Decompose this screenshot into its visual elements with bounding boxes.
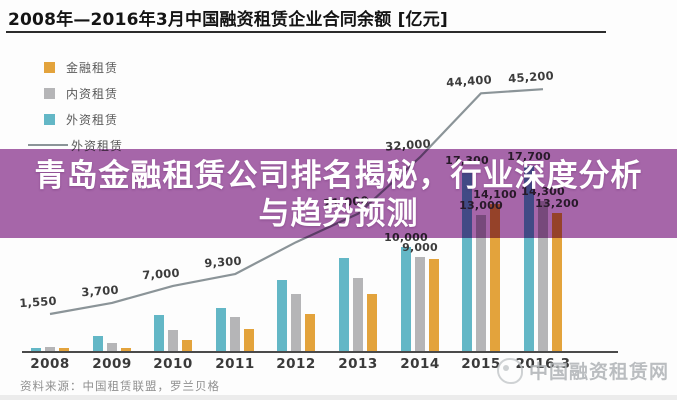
legend-label: 外资租赁 <box>66 112 119 127</box>
bar-外资租赁-2008 <box>31 347 41 352</box>
line-value-label: 3,700 <box>80 282 120 300</box>
bar-外资租赁-2011 <box>216 307 226 352</box>
x-axis-label-2013: 2013 <box>338 356 378 372</box>
bar-value-label: 9,000 <box>402 241 438 255</box>
legend-square-swatch <box>44 87 55 99</box>
line-value-label: 44,400 <box>445 72 493 90</box>
page-bottom-strip <box>0 395 677 400</box>
bar-金融租赁-2012 <box>305 314 315 352</box>
bar-内资租赁-2012 <box>291 294 301 352</box>
chart-legend: 金融租赁 内资租赁 外资租赁 外资租赁 <box>28 54 123 158</box>
headline-line1: 青岛金融租赁公司排名揭秘，行业深度分析 <box>34 158 643 194</box>
bar-内资租赁-2010 <box>168 329 178 352</box>
line-value-label: 45,200 <box>507 68 555 86</box>
bar-外资租赁-2009 <box>93 336 103 352</box>
x-axis-label-2014: 2014 <box>400 356 440 372</box>
watermark-label: 中国融资租赁网 <box>528 361 669 383</box>
bar-金融租赁-2016.3 <box>552 213 562 352</box>
bar-外资租赁-2014 <box>401 246 411 352</box>
headline-line2: 与趋势预测 <box>258 196 419 232</box>
line-value-label: 9,300 <box>203 253 243 271</box>
bar-外资租赁-2012 <box>277 280 287 352</box>
bar-内资租赁-2013 <box>353 278 363 352</box>
source-note: 资料来源：中国租赁联盟，罗兰贝格 <box>20 379 220 393</box>
bar-内资租赁-2008 <box>45 346 55 352</box>
bar-内资租赁-2011 <box>230 317 240 352</box>
bar-内资租赁-2014 <box>415 257 425 352</box>
bar-外资租赁-2013 <box>339 258 349 352</box>
bar-金融租赁-2014 <box>429 259 439 352</box>
x-axis-label-2010: 2010 <box>153 356 193 372</box>
bar-金融租赁-2008 <box>59 347 69 352</box>
title-divider <box>6 31 606 33</box>
legend-label: 金融租赁 <box>66 60 119 75</box>
legend-item-2: 外资租赁 <box>28 106 123 132</box>
bar-金融租赁-2009 <box>121 347 131 352</box>
legend-item-1: 内资租赁 <box>28 80 123 106</box>
legend-square-swatch <box>44 113 55 125</box>
headline: 青岛金融租赁公司排名揭秘，行业深度分析 与趋势预测 <box>0 157 677 233</box>
chart-title: 2008年—2016年3月中国融资租赁企业合同余额 [亿元] <box>8 10 448 30</box>
bar-金融租赁-2013 <box>367 294 377 352</box>
x-axis-label-2012: 2012 <box>276 356 316 372</box>
bar-内资租赁-2009 <box>107 342 117 352</box>
x-axis-label-2015: 2015 <box>461 356 501 372</box>
x-axis-label-2011: 2011 <box>215 356 255 372</box>
bar-金融租赁-2011 <box>244 328 254 352</box>
bar-金融租赁-2010 <box>182 340 192 352</box>
bar-外资租赁-2010 <box>154 315 164 352</box>
watermark-logo-icon <box>496 357 523 384</box>
x-axis-label-2016.3: 2016.3 <box>515 356 571 372</box>
legend-label: 内资租赁 <box>66 86 119 101</box>
legend-item-0: 金融租赁 <box>28 54 123 80</box>
x-axis-label-2009: 2009 <box>92 356 132 372</box>
line-value-label: 1,550 <box>18 293 58 311</box>
legend-square-swatch <box>44 61 55 73</box>
watermark: 中国融资租赁网 <box>496 357 669 384</box>
x-axis-label-2008: 2008 <box>30 356 70 372</box>
line-value-label: 7,000 <box>141 265 181 283</box>
legend-line-swatch <box>28 144 68 146</box>
